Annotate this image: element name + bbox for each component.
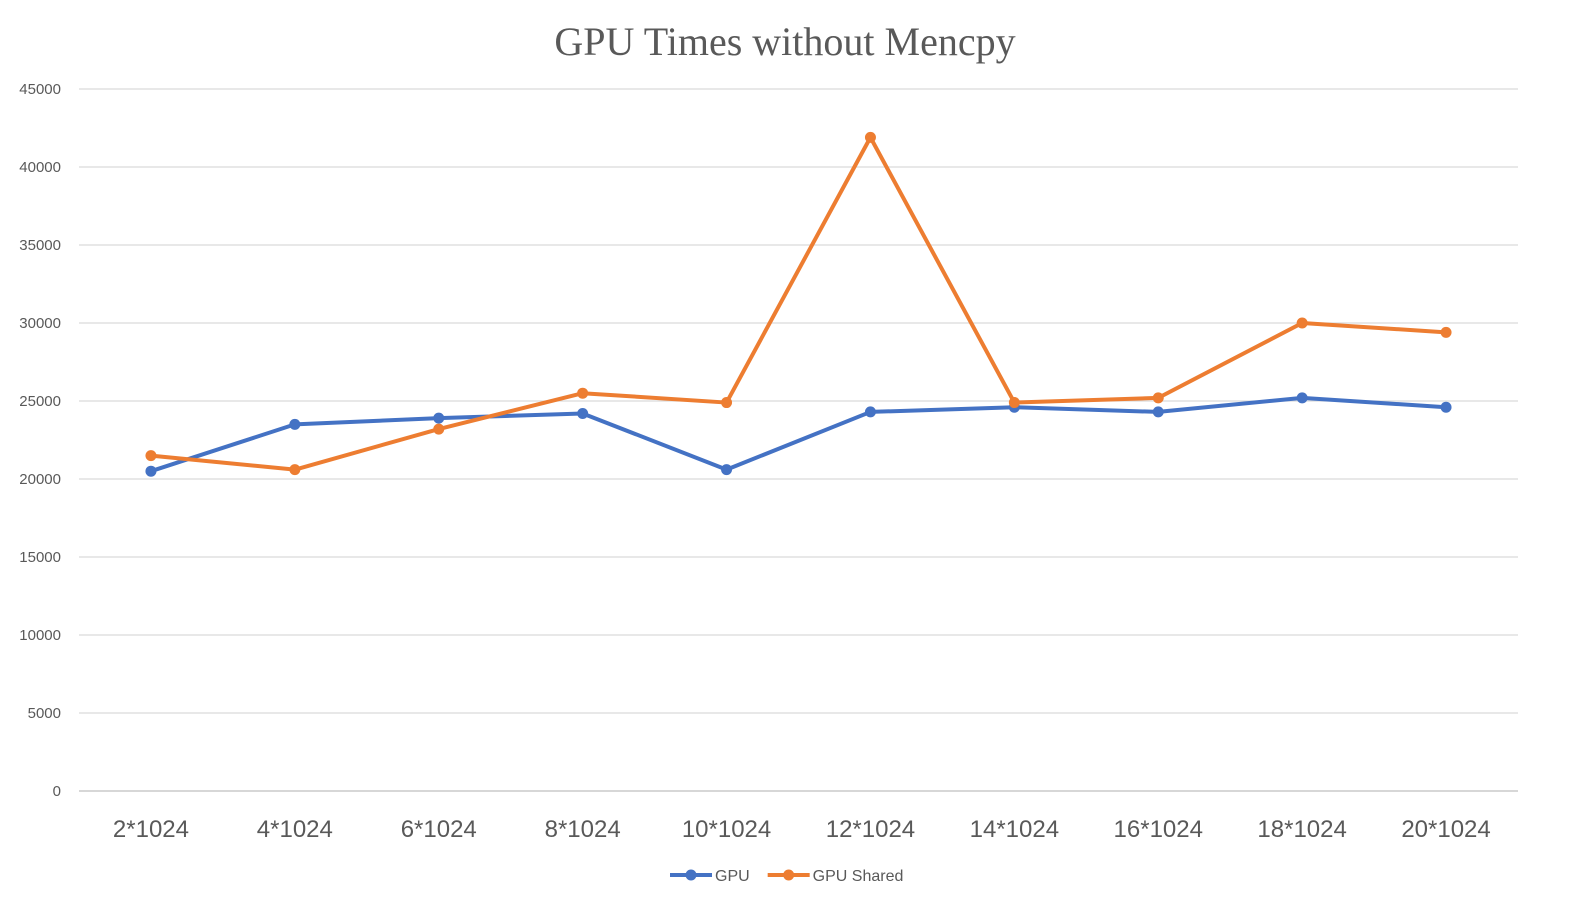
data-point [289,418,301,430]
data-point [1008,397,1020,409]
y-tick-label: 10000 [19,627,61,644]
x-tick-label: 14*1024 [970,816,1059,843]
y-axis-ticks: 0 5000 10000 15000 20000 25000 30000 35000 40000… [19,81,61,800]
x-tick-label: 18*1024 [1257,816,1346,843]
legend-label: GPU [715,868,750,885]
data-point [433,412,445,424]
legend-marker [685,869,697,881]
chart-title: GPU Times without Mencpy [554,19,1015,64]
data-point [864,406,876,418]
legend-label: GPU Shared [813,868,904,885]
y-tick-label: 5000 [28,705,61,722]
x-axis-ticks: 2*1024 4*1024 6*1024 8*1024 10*1024 12*1024 14… [113,816,1491,843]
x-tick-label: 12*1024 [826,816,915,843]
y-tick-label: 35000 [19,237,61,254]
x-tick-label: 6*1024 [401,816,477,843]
x-tick-label: 4*1024 [257,816,333,843]
y-tick-label: 40000 [19,159,61,176]
data-point [433,423,445,435]
data-point [289,464,301,476]
x-tick-label: 16*1024 [1114,816,1203,843]
data-point [1296,392,1308,404]
series-line [148,135,1449,472]
series-gpu [145,392,1452,477]
data-point [1296,317,1308,329]
legend-item: GPU Shared [767,868,904,885]
legend: GPU GPU Shared [670,868,903,885]
data-point [1152,406,1164,418]
legend-item: GPU [670,868,750,885]
y-tick-label: 15000 [19,549,61,566]
data-point [864,131,876,143]
y-tick-label: 25000 [19,393,61,410]
data-point [577,407,589,419]
y-tick-label: 0 [53,783,61,800]
x-tick-label: 8*1024 [545,816,621,843]
y-tick-label: 20000 [19,471,61,488]
x-tick-label: 10*1024 [682,816,771,843]
data-point [1440,326,1452,338]
y-tick-label: 30000 [19,315,61,332]
data-point [1440,401,1452,413]
data-point [577,387,589,399]
series-gpu-shared [145,131,1452,476]
y-tick-label: 45000 [19,81,61,98]
data-point [721,397,733,409]
data-point [145,465,157,477]
data-point [721,464,733,476]
legend-marker [783,869,795,881]
gridlines [79,88,1518,792]
series-line [148,395,1449,474]
series-layer [145,131,1452,477]
x-tick-label: 20*1024 [1401,816,1490,843]
data-point [1152,392,1164,404]
x-tick-label: 2*1024 [113,816,189,843]
data-point [145,450,157,462]
